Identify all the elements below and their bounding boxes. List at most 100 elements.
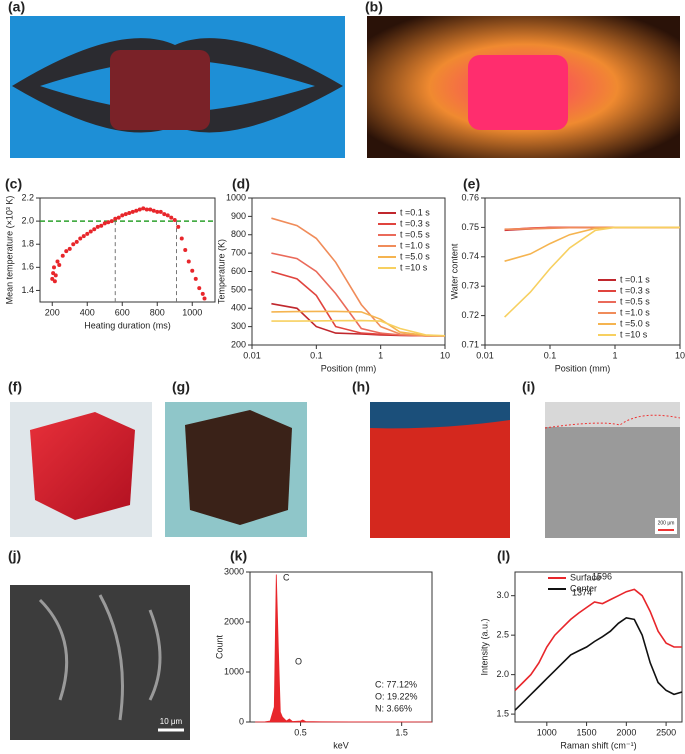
- point: [179, 236, 184, 241]
- x-axis-label: keV: [333, 740, 349, 750]
- y-tick-label: 2000: [224, 616, 244, 626]
- y-tick-label: 1.4: [21, 285, 34, 295]
- y-tick-label: 2.2: [21, 192, 34, 202]
- photo-i-top: [545, 402, 680, 427]
- legend-label: t =0.1 s: [400, 207, 430, 217]
- point: [155, 209, 160, 214]
- y-tick-label: 0.75: [461, 222, 479, 232]
- x-tick-label: 1500: [577, 727, 597, 737]
- panel-label: (g): [172, 379, 190, 395]
- series-line: [514, 616, 683, 711]
- x-tick-label: 600: [115, 307, 130, 317]
- panel-label: (d): [232, 176, 250, 192]
- point: [183, 248, 188, 252]
- annotation: N: 3.66%: [375, 703, 412, 713]
- point: [50, 276, 55, 281]
- point: [67, 246, 72, 251]
- scale-label: 200 μm: [658, 520, 675, 526]
- point: [60, 253, 65, 258]
- panel-label: (l): [497, 548, 510, 564]
- plot-frame: [484, 197, 681, 346]
- plot-frame: [39, 197, 216, 303]
- x-tick-label: 400: [80, 307, 95, 317]
- y-tick-label: 1000: [226, 192, 246, 202]
- y-axis-label: Count: [214, 635, 224, 660]
- y-axis-label: Mean temperature (×10³ K): [4, 196, 14, 305]
- y-tick-label: 2.0: [21, 215, 34, 225]
- x-tick-label: 0.5: [294, 727, 307, 737]
- point: [99, 223, 104, 228]
- point: [78, 236, 83, 241]
- panel-label: (k): [230, 548, 247, 564]
- legend-label: t =5.0 s: [400, 251, 430, 261]
- point: [113, 216, 118, 221]
- x-tick-label: 10: [440, 350, 450, 360]
- point: [176, 224, 181, 229]
- point: [52, 279, 57, 284]
- series-line: [271, 310, 446, 337]
- y-tick-label: 2.0: [496, 669, 509, 679]
- y-axis-label: Intensity (a.u.): [479, 618, 489, 675]
- point: [106, 220, 111, 225]
- x-tick-label: 1: [378, 350, 383, 360]
- point: [165, 213, 170, 218]
- y-tick-label: 200: [231, 339, 246, 349]
- x-tick-label: 0.01: [243, 350, 261, 360]
- x-tick-label: 0.1: [544, 350, 557, 360]
- legend-label: t =1.0 s: [400, 240, 430, 250]
- point: [55, 259, 60, 264]
- y-tick-label: 1.6: [21, 262, 34, 272]
- point: [200, 291, 205, 296]
- photo-a: [10, 16, 345, 158]
- x-tick-label: 800: [150, 307, 165, 317]
- series-line: [514, 588, 682, 691]
- point: [51, 271, 56, 276]
- legend-label: t =0.3 s: [620, 285, 650, 295]
- y-tick-label: 800: [231, 229, 246, 239]
- point: [162, 212, 167, 217]
- point: [57, 263, 62, 268]
- scale-label: 10 μm: [160, 717, 183, 726]
- point: [202, 296, 207, 301]
- legend-label: Surface: [570, 572, 601, 582]
- y-tick-label: 1000: [224, 666, 244, 676]
- annotation: 1374: [572, 587, 592, 597]
- annotation: O: [295, 656, 302, 666]
- series-line: [271, 319, 446, 337]
- photo-f-meat: [30, 412, 135, 520]
- y-tick-label: 1.5: [496, 708, 509, 718]
- x-tick-label: 1.5: [395, 727, 408, 737]
- point: [120, 213, 125, 218]
- legend-label: t =5.0 s: [620, 318, 650, 328]
- point: [190, 268, 195, 273]
- x-tick-label: 1000: [537, 727, 557, 737]
- point: [134, 208, 139, 213]
- y-axis-label: Water content: [449, 243, 459, 299]
- point: [151, 208, 156, 213]
- series-line: [271, 302, 445, 337]
- point: [92, 227, 97, 232]
- y-tick-label: 0: [239, 716, 244, 726]
- spectrum: [255, 574, 433, 723]
- point: [123, 212, 128, 217]
- point: [74, 239, 79, 244]
- photo-g-meat: [185, 410, 292, 525]
- series-line: [504, 226, 680, 318]
- legend-label: t =0.5 s: [620, 296, 650, 306]
- panel-label: (i): [522, 379, 535, 395]
- x-axis-label: Position (mm): [321, 363, 377, 373]
- annotation: O: 19.22%: [375, 691, 418, 701]
- point: [81, 234, 86, 239]
- panel-label: (a): [8, 0, 25, 15]
- point: [116, 215, 121, 220]
- x-tick-label: 200: [45, 307, 60, 317]
- annotation: C: 77.12%: [375, 679, 417, 689]
- y-tick-label: 600: [231, 266, 246, 276]
- panel-label: (e): [463, 176, 480, 192]
- y-tick-label: 900: [231, 211, 246, 221]
- y-tick-label: 0.73: [461, 281, 479, 291]
- point: [85, 231, 90, 236]
- y-tick-label: 0.72: [461, 310, 479, 320]
- legend-label: t =0.5 s: [400, 229, 430, 239]
